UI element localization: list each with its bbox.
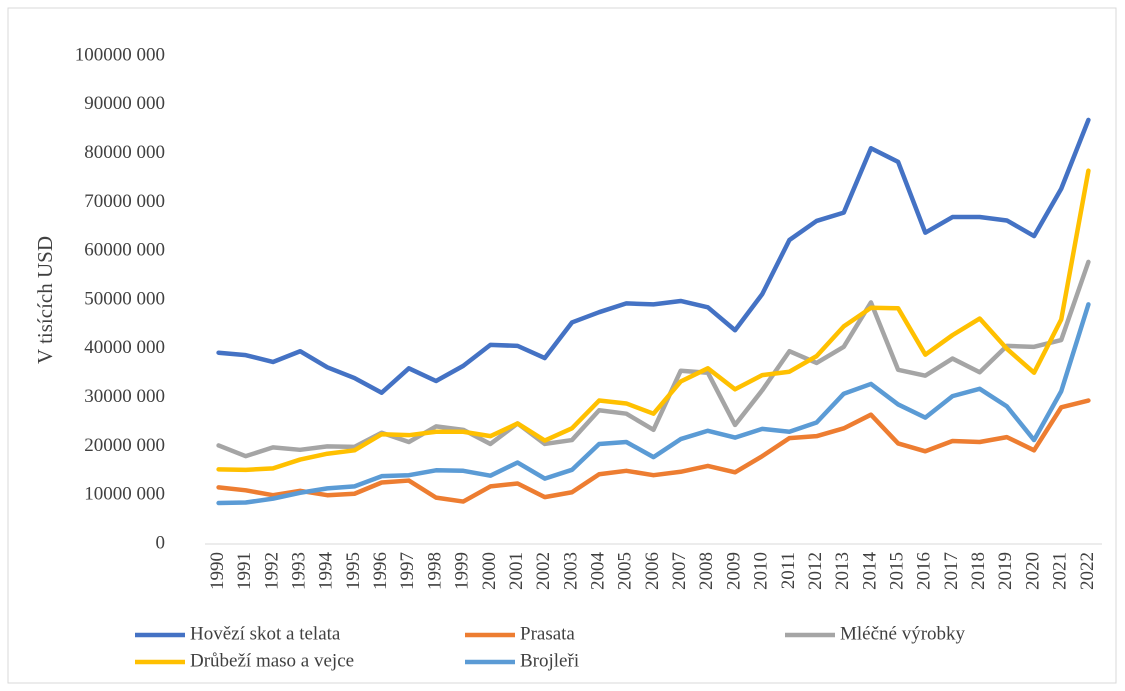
y-tick-label: 60000 000 (84, 240, 165, 261)
x-tick-label: 1991 (234, 552, 255, 590)
legend-label: Hovězí skot a telata (190, 623, 341, 644)
x-tick-label: 1996 (370, 552, 391, 590)
x-tick-label: 2017 (941, 552, 962, 590)
y-tick-label: 90000 000 (84, 93, 165, 114)
x-tick-label: 2011 (778, 552, 799, 589)
x-tick-label: 2007 (669, 552, 690, 590)
y-tick-label: 70000 000 (84, 191, 165, 212)
series-line (216, 398, 1091, 504)
x-tick-label: 2000 (479, 552, 500, 590)
series-line (216, 117, 1091, 395)
x-tick-label: 2002 (533, 552, 554, 590)
series-line (216, 168, 1091, 473)
y-tick-label: 40000 000 (84, 337, 165, 358)
x-tick-label: 1995 (343, 552, 364, 590)
legend-label: Drůbeží maso a vejce (190, 650, 354, 671)
x-tick-label: 2013 (832, 552, 853, 590)
x-tick-label: 1998 (424, 552, 445, 590)
y-tick-label: 50000 000 (84, 288, 165, 309)
series-line (216, 302, 1091, 506)
x-tick-label: 2012 (805, 552, 826, 590)
y-axis-label: V tisících USD (33, 236, 57, 364)
x-tick-label: 2001 (506, 552, 527, 590)
x-tick-label: 2006 (642, 552, 663, 590)
legend-label: Mléčné výrobky (840, 623, 966, 644)
x-tick-label: 1999 (452, 552, 473, 590)
x-tick-label: 1994 (316, 552, 337, 591)
legend-label: Brojleři (520, 650, 579, 671)
x-tick-label: 2014 (859, 552, 880, 591)
x-tick-label: 2010 (751, 552, 772, 590)
y-tick-label: 80000 000 (84, 142, 165, 163)
x-tick-label: 2009 (723, 552, 744, 590)
x-tick-label: 1993 (288, 552, 309, 590)
x-tick-label: 2016 (914, 552, 935, 590)
x-tick-label: 2003 (560, 552, 581, 590)
y-tick-label: 30000 000 (84, 386, 165, 407)
x-tick-label: 2020 (1022, 552, 1043, 590)
legend-label: Prasata (520, 623, 575, 644)
x-tick-label: 2021 (1050, 552, 1071, 590)
x-tick-label: 2015 (886, 552, 907, 590)
x-tick-label: 2018 (968, 552, 989, 590)
y-tick-label: 0 (156, 532, 166, 553)
x-tick-label: 1990 (207, 552, 228, 590)
x-tick-label: 1992 (261, 552, 282, 590)
series-line (216, 259, 1091, 459)
x-tick-label: 2008 (696, 552, 717, 590)
chart-border (7, 7, 1117, 684)
x-tick-label: 2022 (1077, 552, 1098, 590)
y-tick-label: 100000 000 (75, 44, 165, 65)
y-tick-label: 10000 000 (84, 484, 165, 505)
x-tick-label: 1997 (397, 552, 418, 590)
y-tick-label: 20000 000 (84, 435, 165, 456)
x-tick-label: 2005 (615, 552, 636, 590)
x-tick-label: 2004 (587, 552, 608, 591)
x-tick-label: 2019 (995, 552, 1016, 590)
